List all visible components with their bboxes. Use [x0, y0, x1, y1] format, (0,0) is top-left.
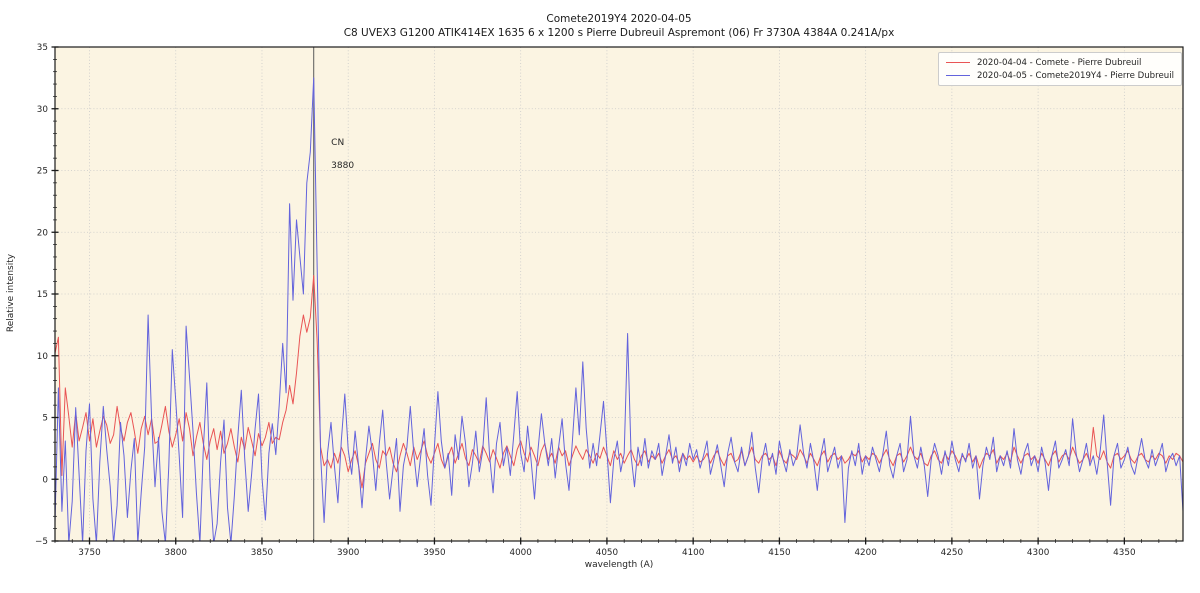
legend: 2020-04-04 - Comete - Pierre Dubreuil 202… — [937, 52, 1182, 86]
x-tick-label: 4300 — [1027, 548, 1050, 558]
cn-band-annotation: CN 3880 — [320, 126, 354, 184]
x-tick-label: 4000 — [509, 548, 532, 558]
chart-subtitle: C8 UVEX3 G1200 ATIK414EX 1635 6 x 1200 s… — [343, 27, 895, 39]
y-tick-label: 5 — [42, 414, 48, 424]
y-tick-label: 30 — [37, 105, 49, 115]
legend-item: 2020-04-05 - Comete2019Y4 - Pierre Dubre… — [945, 70, 1174, 81]
y-tick-label: 10 — [37, 352, 49, 362]
y-tick-label: 35 — [37, 43, 48, 53]
x-tick-label: 4100 — [682, 548, 705, 558]
chart-title: Comete2019Y4 2020-04-05 — [546, 13, 692, 25]
cn-band-annotation-line2: 3880 — [331, 160, 355, 171]
y-tick-label: 20 — [37, 228, 49, 238]
legend-item-label: 2020-04-05 - Comete2019Y4 - Pierre Dubre… — [976, 70, 1174, 81]
y-axis-label: Relative intensity — [6, 253, 16, 333]
x-tick-label: 3850 — [251, 548, 274, 558]
x-tick-label: 3950 — [423, 548, 446, 558]
x-tick-label: 3800 — [165, 548, 188, 558]
x-axis-label: wavelength (A) — [584, 560, 654, 570]
y-tick-label: 25 — [37, 167, 48, 177]
legend-line-swatch — [945, 75, 970, 76]
x-tick-label: 4150 — [768, 548, 791, 558]
y-tick-label: 15 — [37, 290, 48, 300]
series-line-1 — [55, 77, 1183, 541]
x-tick-label: 3750 — [78, 548, 101, 558]
x-tick-label: 4050 — [596, 548, 619, 558]
x-tick-label: 4350 — [1113, 548, 1136, 558]
x-tick-label: 4200 — [854, 548, 877, 558]
cn-band-annotation-line1: CN — [331, 137, 345, 148]
y-tick-label: −5 — [35, 537, 48, 547]
legend-item: 2020-04-04 - Comete - Pierre Dubreuil — [945, 57, 1174, 68]
legend-line-swatch — [945, 62, 970, 63]
y-tick-label: 0 — [42, 475, 48, 485]
x-tick-label: 3900 — [337, 548, 360, 558]
legend-item-label: 2020-04-04 - Comete - Pierre Dubreuil — [976, 57, 1142, 68]
x-tick-label: 4250 — [941, 548, 964, 558]
plot-spines — [54, 46, 1184, 542]
